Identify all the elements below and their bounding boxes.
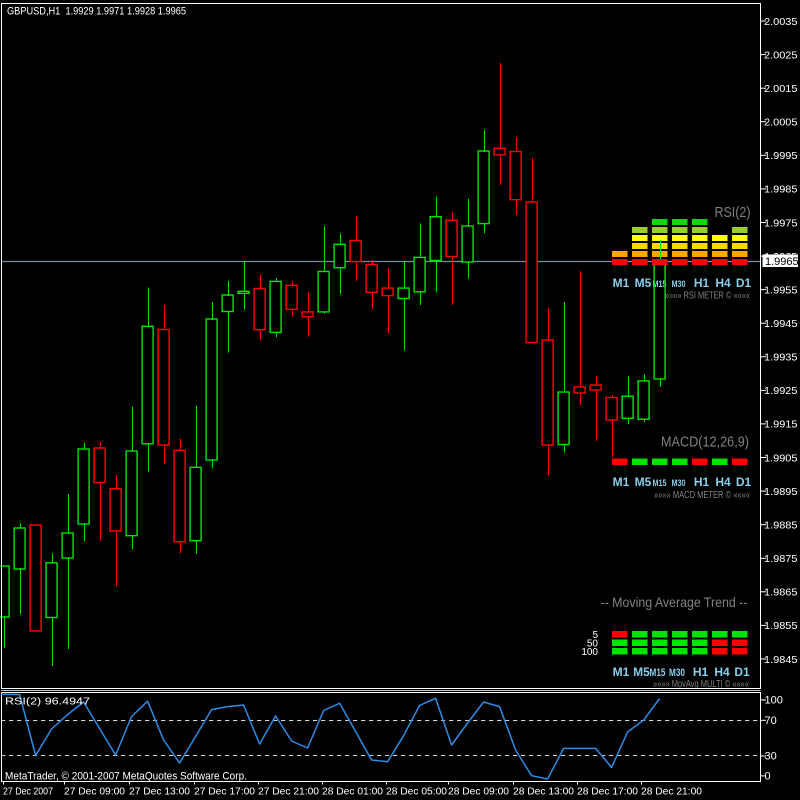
svg-text:RSI(2): RSI(2) [715,204,751,221]
svg-text:1.9935: 1.9935 [764,352,798,364]
svg-text:28 Dec 17:00: 28 Dec 17:00 [577,787,638,798]
svg-text:M15: M15 [653,279,667,289]
svg-text:1.9895: 1.9895 [764,486,798,498]
svg-text:1.9885: 1.9885 [764,520,798,532]
svg-text:H1: H1 [694,475,710,489]
svg-text:M1: M1 [613,276,630,290]
svg-text:70: 70 [765,715,777,727]
svg-text:1.9905: 1.9905 [764,452,798,464]
svg-text:0: 0 [765,770,771,782]
svg-text:28 Dec 01:00: 28 Dec 01:00 [322,787,383,798]
svg-text:H4: H4 [714,665,730,679]
svg-text:M30: M30 [669,667,685,679]
svg-text:1.9915: 1.9915 [764,419,798,431]
svg-text:27 Dec 09:00: 27 Dec 09:00 [64,787,125,798]
svg-text:D1: D1 [736,475,752,489]
svg-text:M5: M5 [635,475,652,489]
svg-text:M30: M30 [672,478,686,488]
svg-text:5: 5 [592,630,598,641]
svg-text:1.9995: 1.9995 [764,150,798,162]
svg-text:27 Dec 21:00: 27 Dec 21:00 [258,787,319,798]
svg-text:M1: M1 [613,665,630,679]
svg-text:M30: M30 [672,279,686,289]
svg-text:1.9985: 1.9985 [764,184,798,196]
svg-text:1.9945: 1.9945 [764,318,798,330]
svg-text:H4: H4 [715,276,731,290]
svg-text:-- Moving Average Trend --: -- Moving Average Trend -- [601,594,748,610]
svg-text:MetaTrader, © 2001-2007 MetaQu: MetaTrader, © 2001-2007 MetaQuotes Softw… [5,771,247,783]
svg-text:2.0015: 2.0015 [764,83,798,95]
svg-text:1.9855: 1.9855 [764,620,798,632]
svg-text:2.0035: 2.0035 [764,16,798,28]
svg-text:28 Dec 05:00: 28 Dec 05:00 [386,787,447,798]
svg-text:MACD(12,26,9): MACD(12,26,9) [661,434,749,451]
svg-text:27 Dec 13:00: 27 Dec 13:00 [129,787,190,798]
svg-text:30: 30 [765,751,777,763]
svg-text:M5: M5 [635,276,652,290]
svg-text:2.0025: 2.0025 [764,49,798,61]
svg-text:1.9865: 1.9865 [764,587,798,599]
svg-text:1.9955: 1.9955 [764,284,798,296]
svg-text:H1: H1 [694,276,710,290]
svg-text:M15: M15 [653,478,667,488]
svg-text:M15: M15 [650,667,666,679]
svg-text:1.9875: 1.9875 [764,553,798,565]
svg-text:50: 50 [587,639,599,650]
svg-text:1.9975: 1.9975 [764,217,798,229]
svg-text:D1: D1 [736,276,752,290]
svg-text:D1: D1 [734,665,750,679]
svg-text:»»»» RSI METER © ««««: »»»» RSI METER © «««« [665,290,750,302]
svg-text:»»»» MovAvg MULTI © ««««: »»»» MovAvg MULTI © «««« [653,678,749,690]
svg-text:28 Dec 13:00: 28 Dec 13:00 [513,787,574,798]
svg-text:2.0005: 2.0005 [764,117,798,129]
svg-text:1.9965: 1.9965 [765,256,799,268]
svg-text:28 Dec 21:00: 28 Dec 21:00 [641,787,702,798]
svg-text:GBPUSD,H1 1.9929 1.9971 1.992: GBPUSD,H1 1.9929 1.9971 1.9928 1.9965 [7,6,186,18]
svg-text:28 Dec 09:00: 28 Dec 09:00 [448,787,509,798]
svg-text:1.9845: 1.9845 [764,654,798,666]
svg-text:M1: M1 [613,475,630,489]
svg-text:H1: H1 [693,665,709,679]
svg-text:100: 100 [581,647,598,658]
svg-text:100: 100 [765,695,783,707]
svg-text:1.9925: 1.9925 [764,385,798,397]
svg-text:RSI(2) 96.4947: RSI(2) 96.4947 [5,696,90,708]
svg-text:»»»» MACD METER © ««««: »»»» MACD METER © «««« [654,489,750,501]
svg-text:H4: H4 [715,475,731,489]
svg-text:M5: M5 [633,665,650,679]
svg-text:27 Dec 17:00: 27 Dec 17:00 [194,787,255,798]
svg-text:27 Dec 2007: 27 Dec 2007 [3,787,53,798]
